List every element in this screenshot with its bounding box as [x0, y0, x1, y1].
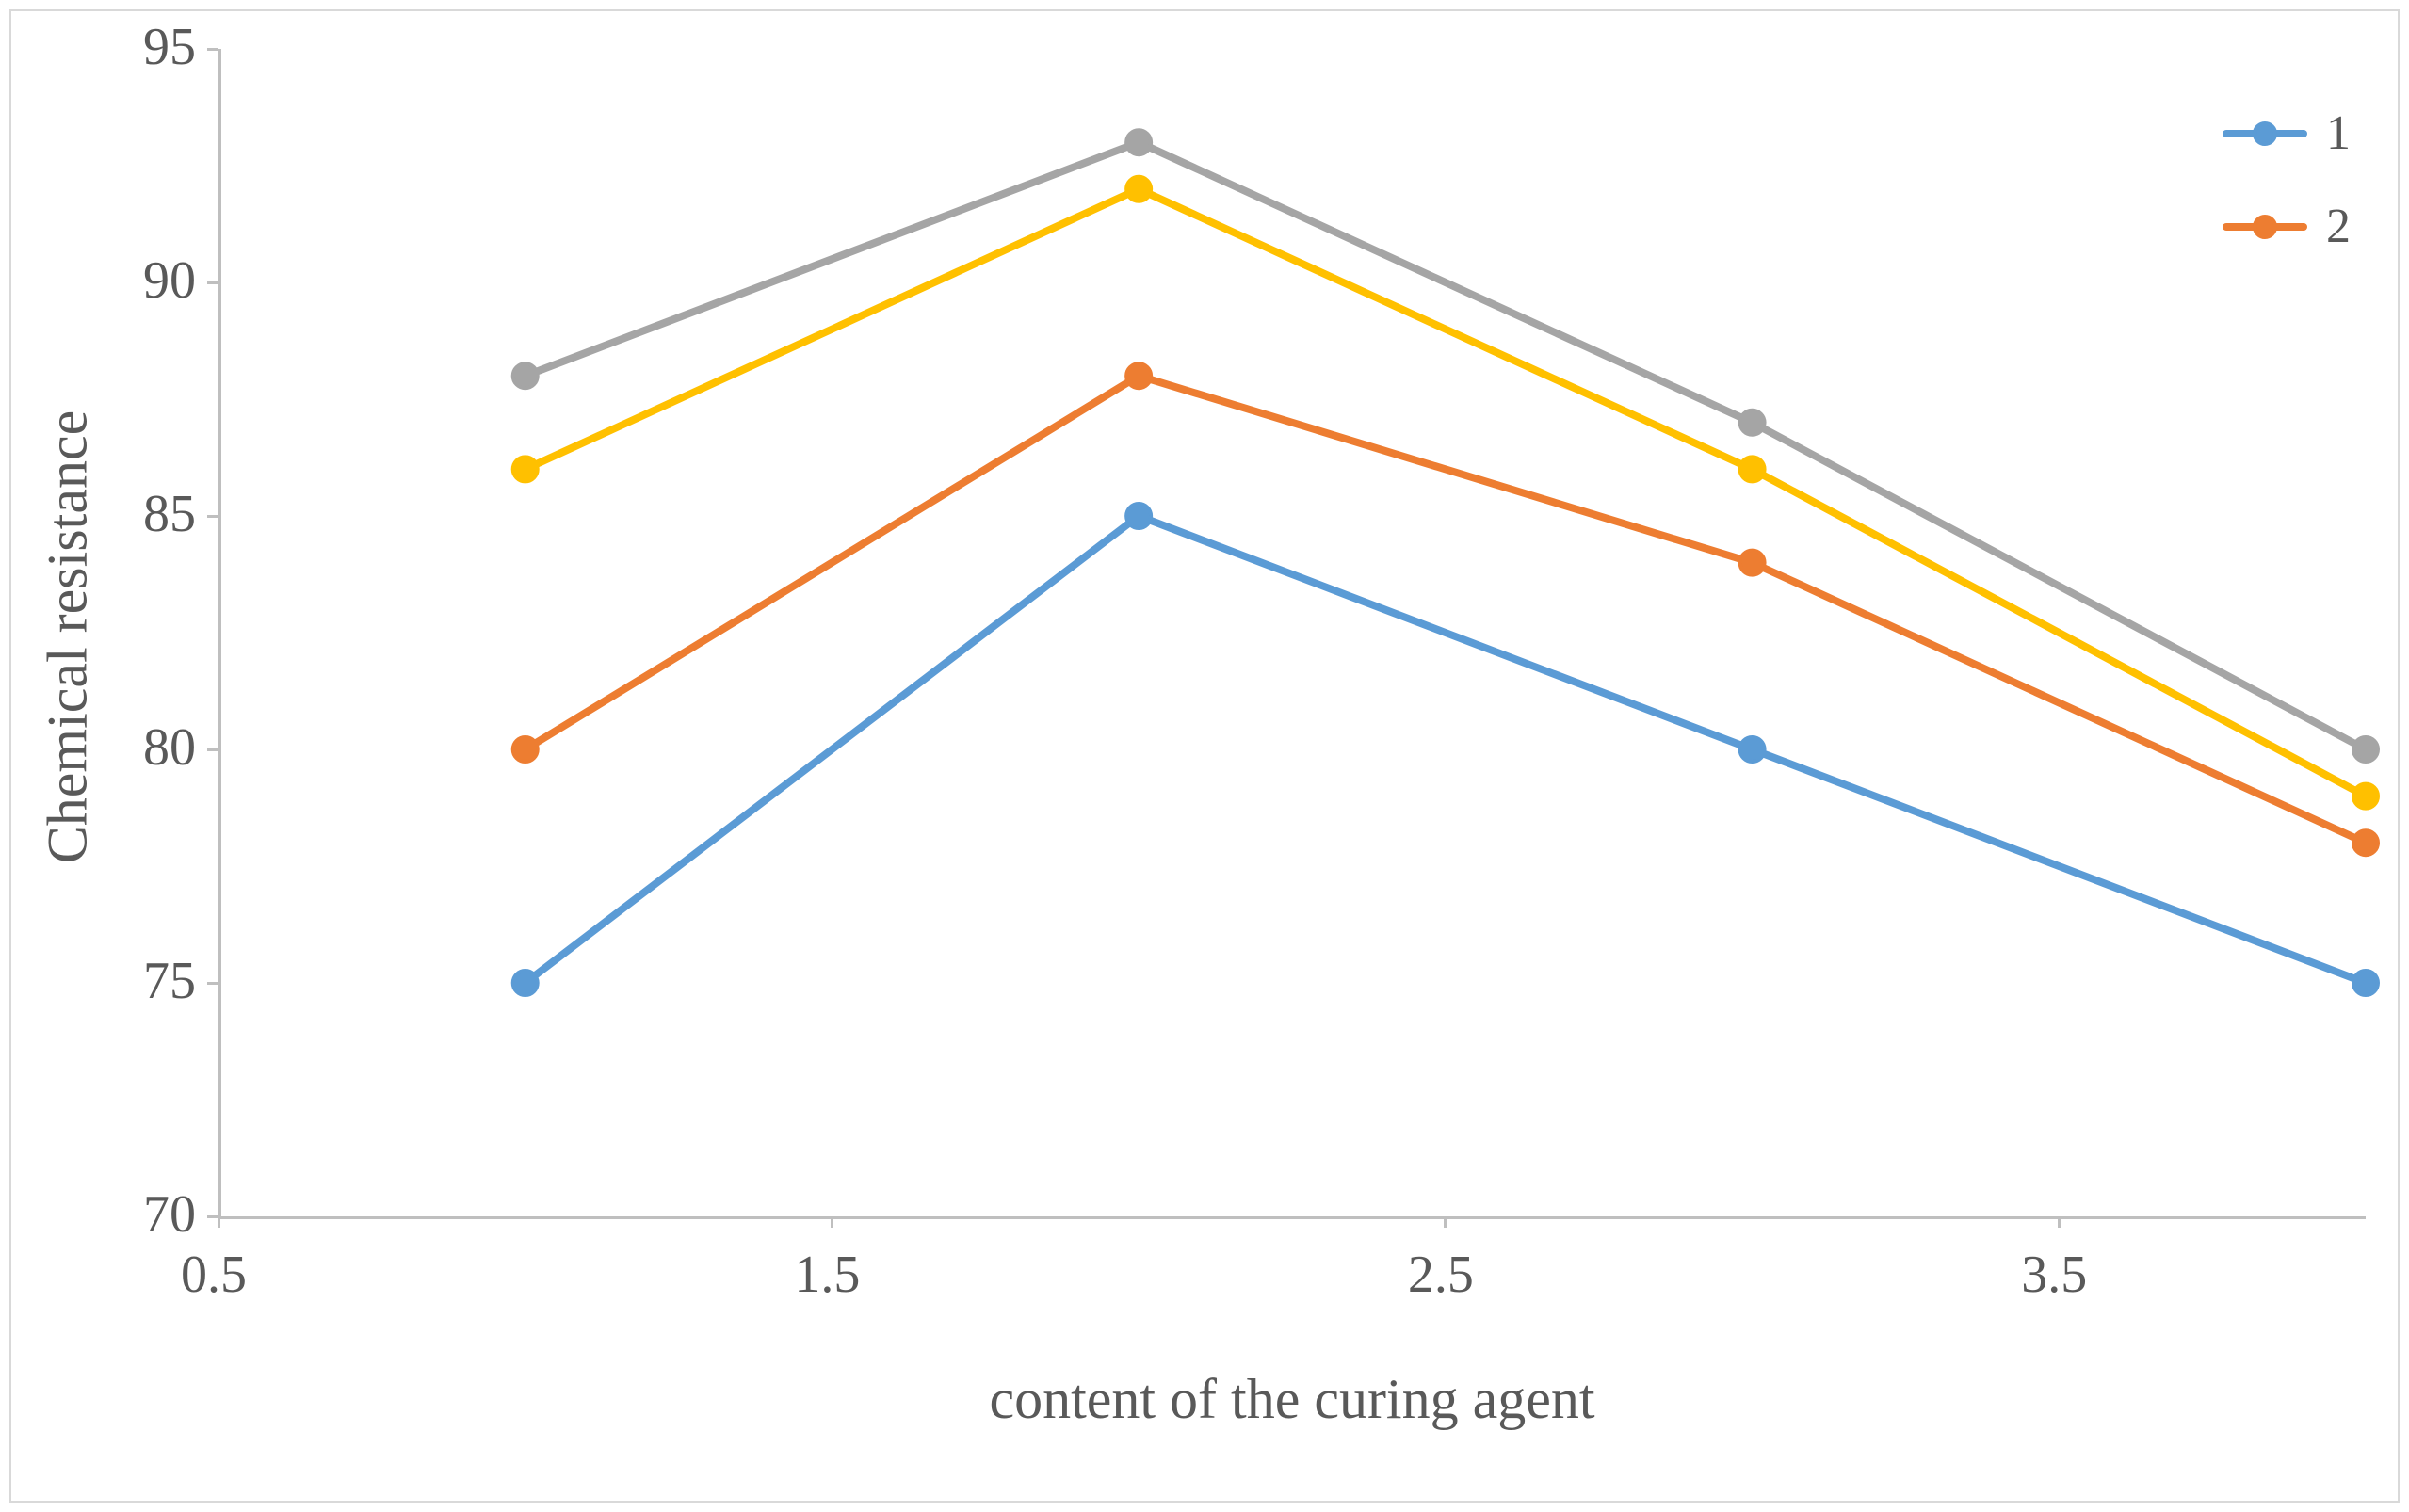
x-tick-mark: [2058, 1216, 2061, 1228]
series-marker-4: [2353, 784, 2378, 809]
legend: 12: [2223, 105, 2351, 292]
y-tick-mark: [207, 748, 218, 751]
series-line-3: [525, 142, 2366, 749]
series-line-1: [525, 516, 2366, 983]
legend-swatch-line: [2223, 130, 2307, 137]
legend-label: 2: [2326, 199, 2351, 254]
y-tick-label: 95: [143, 17, 196, 77]
series-marker-4: [1126, 177, 1151, 201]
legend-swatch-marker: [2253, 121, 2277, 146]
series-marker-3: [513, 363, 538, 388]
series-marker-2: [2353, 830, 2378, 855]
legend-swatch-line: [2223, 223, 2307, 231]
x-tick-mark: [218, 1216, 220, 1228]
legend-item-1: 1: [2223, 105, 2351, 161]
y-axis-title: Chemical resistance: [36, 355, 101, 920]
y-tick-label: 90: [143, 250, 196, 311]
legend-label: 1: [2326, 105, 2351, 161]
chart-container: Chemical resistance content of the curin…: [9, 9, 2400, 1503]
series-marker-3: [1740, 410, 1765, 435]
series-marker-1: [2353, 971, 2378, 995]
y-tick-mark: [207, 48, 218, 51]
x-tick-mark: [1444, 1216, 1447, 1228]
y-tick-label: 80: [143, 717, 196, 778]
legend-item-2: 2: [2223, 199, 2351, 254]
series-marker-4: [513, 457, 538, 481]
x-axis-line: [218, 1216, 2366, 1219]
y-tick-mark: [207, 982, 218, 985]
y-axis-line: [218, 49, 221, 1216]
series-marker-2: [1126, 363, 1151, 388]
series-marker-1: [513, 971, 538, 995]
series-marker-3: [1126, 130, 1151, 154]
x-tick-label: 3.5: [2021, 1245, 2087, 1305]
y-tick-label: 85: [143, 484, 196, 544]
y-tick-label: 70: [143, 1184, 196, 1245]
y-tick-mark: [207, 515, 218, 518]
x-tick-mark: [831, 1216, 833, 1228]
x-tick-label: 1.5: [794, 1245, 860, 1305]
y-tick-label: 75: [143, 951, 196, 1011]
series-marker-2: [513, 737, 538, 762]
series-marker-3: [2353, 737, 2378, 762]
series-marker-4: [1740, 457, 1765, 481]
x-tick-label: 0.5: [181, 1245, 247, 1305]
x-tick-label: 2.5: [1408, 1245, 1474, 1305]
legend-swatch-marker: [2253, 215, 2277, 239]
series-svg: [218, 49, 2366, 1216]
series-marker-1: [1126, 504, 1151, 528]
plot-area: [218, 49, 2366, 1216]
series-marker-1: [1740, 737, 1765, 762]
y-tick-mark: [207, 281, 218, 284]
series-marker-2: [1740, 551, 1765, 575]
x-axis-title: content of the curing agent: [821, 1367, 1763, 1432]
